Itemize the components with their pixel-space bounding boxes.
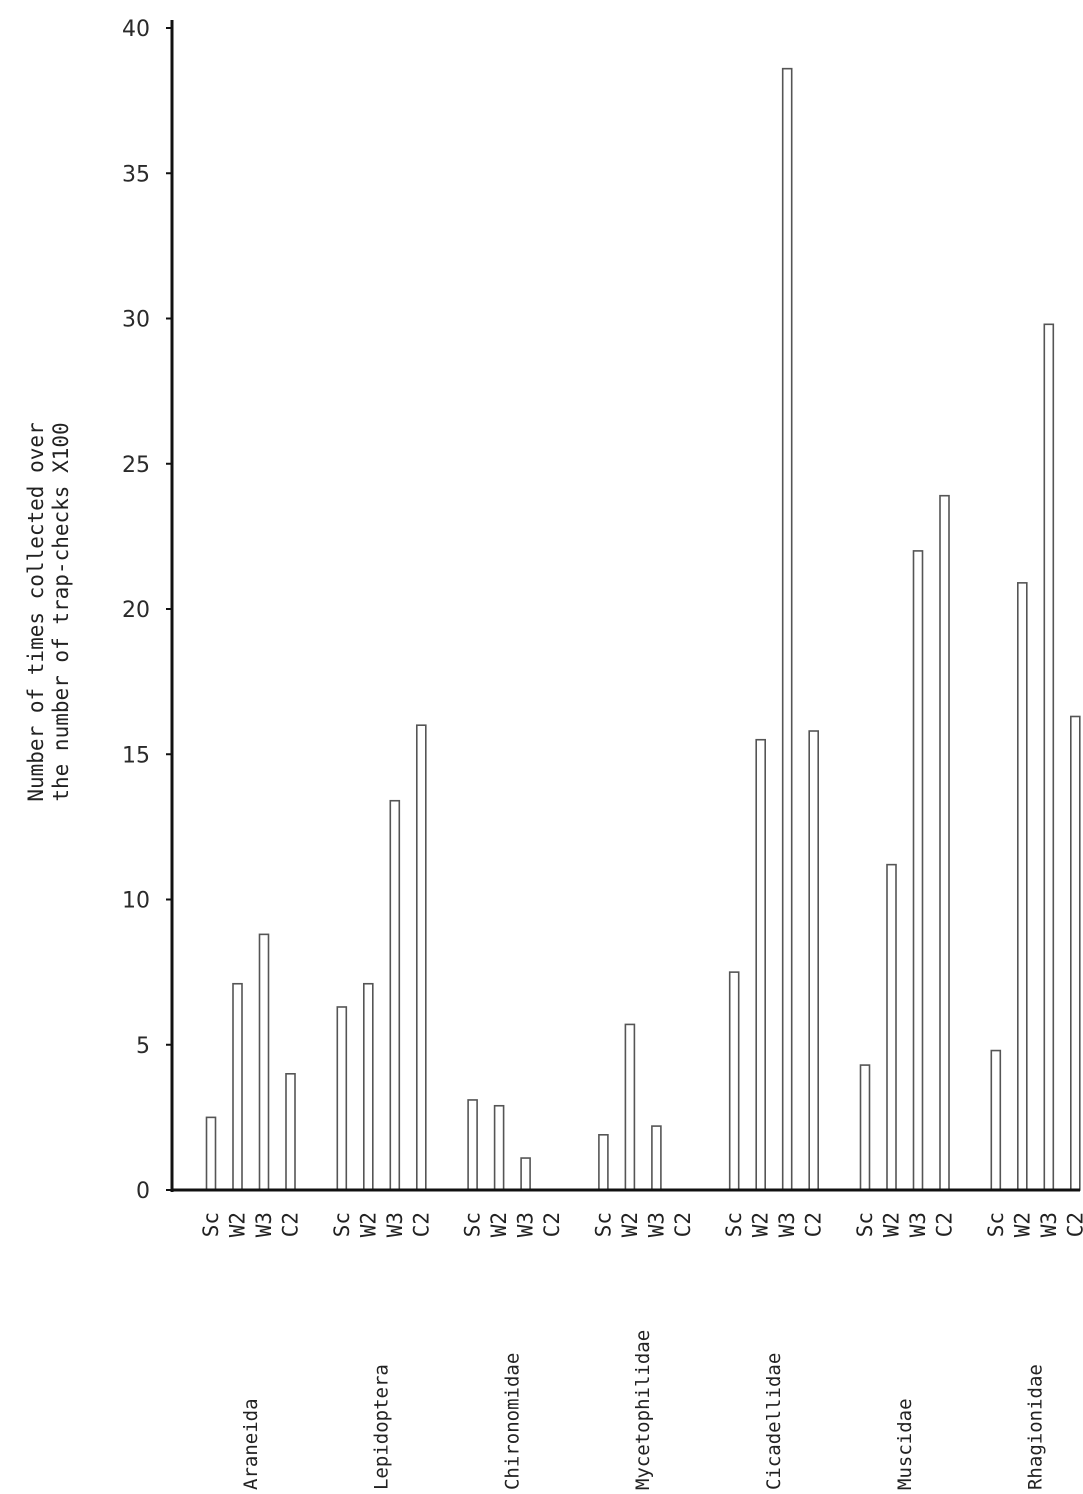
group-label: Cicadellidae xyxy=(763,1353,785,1490)
site-label: Sc xyxy=(722,1212,746,1237)
bar-araneida-sc xyxy=(205,1116,217,1191)
group-label: Lepidoptera xyxy=(371,1364,393,1490)
site-label: C2 xyxy=(279,1212,303,1237)
bar-cicadellidae-c2 xyxy=(808,730,820,1191)
site-label: C2 xyxy=(409,1212,433,1237)
site-label: W3 xyxy=(906,1212,930,1237)
y-tick-label: 10 xyxy=(122,889,150,914)
site-labels: Sc W2 W3 C2 Sc W2 W3 C2 Sc W2 W3 C2 Sc W2 W3 C2 Sc W2 W3 C2… xyxy=(199,1212,1083,1237)
bar-mycetophilidae-sc xyxy=(598,1134,609,1191)
bar-muscidae-w2 xyxy=(886,863,897,1191)
bar-mycetophilidae-w3 xyxy=(651,1125,662,1191)
site-label: W2 xyxy=(487,1212,511,1237)
site-label: Sc xyxy=(461,1212,485,1237)
bar-araneida-c2 xyxy=(285,1073,296,1191)
bar-lepidoptera-sc xyxy=(336,1006,348,1191)
site-label: Sc xyxy=(984,1212,1008,1237)
site-label: C2 xyxy=(540,1212,564,1237)
bar-muscidae-w3 xyxy=(912,550,924,1191)
y-axis-ticks: 0 5 10 15 20 25 30 35 40 xyxy=(122,17,172,1204)
bar-araneida-w3 xyxy=(258,933,270,1191)
site-label: C2 xyxy=(933,1212,957,1237)
bar-cicadellidae-sc xyxy=(728,971,740,1191)
bars xyxy=(205,67,1081,1191)
group-label: Araneida xyxy=(240,1398,262,1490)
bar-cicadellidae-w2 xyxy=(755,738,767,1191)
site-label: Sc xyxy=(591,1212,615,1237)
group-label: Mycetophilidae xyxy=(632,1330,654,1490)
y-tick-label: 15 xyxy=(122,743,150,768)
site-label: W2 xyxy=(618,1212,642,1237)
y-tick-label: 20 xyxy=(122,598,150,623)
bar-muscidae-sc xyxy=(859,1064,871,1191)
bar-rhagionidae-w2 xyxy=(1016,582,1028,1191)
site-label: Sc xyxy=(853,1212,877,1237)
bar-mycetophilidae-w2 xyxy=(624,1023,636,1191)
site-label: C2 xyxy=(671,1212,695,1237)
site-label: W2 xyxy=(880,1212,904,1237)
site-label: W2 xyxy=(226,1212,250,1237)
y-tick-label: 30 xyxy=(122,308,150,333)
bar-araneida-w2 xyxy=(232,982,243,1191)
y-tick-label: 35 xyxy=(122,162,150,187)
y-tick-label: 5 xyxy=(136,1034,150,1059)
bar-lepidoptera-c2 xyxy=(415,724,427,1191)
site-label: W3 xyxy=(383,1212,407,1237)
y-tick-label: 0 xyxy=(136,1179,150,1204)
y-axis-label: Number of times collected over the number… xyxy=(24,422,73,801)
group-labels: Araneida Lepidoptera Chironomidae Mycetophi… xyxy=(240,1330,1047,1490)
bar-rhagionidae-sc xyxy=(990,1049,1002,1191)
bar-cicadellidae-w3 xyxy=(781,67,793,1191)
site-label: Sc xyxy=(330,1212,354,1237)
y-axis-label-line-1: Number of times collected over xyxy=(24,422,48,801)
site-label: W3 xyxy=(514,1212,538,1237)
bar-rhagionidae-c2 xyxy=(1070,715,1081,1191)
site-label: W2 xyxy=(749,1212,773,1237)
bar-muscidae-c2 xyxy=(939,494,950,1191)
bar-lepidoptera-w2 xyxy=(362,982,374,1191)
site-label: W3 xyxy=(644,1212,668,1237)
y-tick-label: 25 xyxy=(122,453,150,478)
group-label: Rhagionidae xyxy=(1025,1364,1047,1490)
site-label: C2 xyxy=(1063,1212,1083,1237)
site-label: Sc xyxy=(199,1212,223,1237)
group-label: Chironomidae xyxy=(501,1353,523,1490)
site-label: W2 xyxy=(1010,1212,1034,1237)
bar-rhagionidae-w3 xyxy=(1043,323,1055,1191)
bar-chironomidae-w3 xyxy=(520,1157,531,1191)
group-label: Muscidae xyxy=(894,1398,916,1490)
bar-chironomidae-sc xyxy=(467,1099,478,1191)
axes xyxy=(170,20,1080,1192)
bar-lepidoptera-w3 xyxy=(389,799,401,1191)
site-label: W3 xyxy=(775,1212,799,1237)
y-tick-label: 40 xyxy=(122,17,150,42)
site-label: W2 xyxy=(356,1212,380,1237)
site-label: W3 xyxy=(1037,1212,1061,1237)
site-label: C2 xyxy=(802,1212,826,1237)
y-axis-label-line-2: the number of trap-checks X100 xyxy=(49,422,73,801)
bar-chironomidae-w2 xyxy=(493,1104,505,1191)
site-label: W3 xyxy=(252,1212,276,1237)
